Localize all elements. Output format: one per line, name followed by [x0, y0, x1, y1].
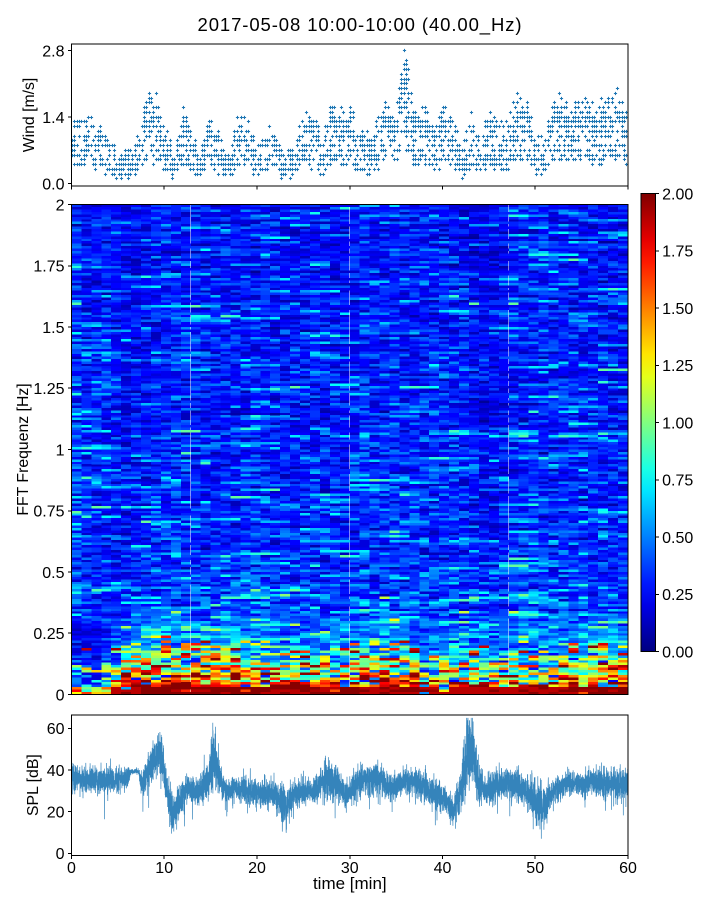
svg-text:0: 0	[67, 860, 76, 877]
svg-text:0.5: 0.5	[42, 565, 64, 582]
svg-text:1.25: 1.25	[662, 358, 693, 375]
svg-text:40: 40	[47, 763, 65, 780]
svg-text:time [min]: time [min]	[313, 874, 387, 893]
svg-text:0: 0	[56, 846, 65, 863]
svg-text:SPL [dB]: SPL [dB]	[25, 754, 42, 816]
svg-text:2017-05-08 10:00-10:00 (40.00_: 2017-05-08 10:00-10:00 (40.00_Hz)	[198, 14, 523, 36]
svg-text:20: 20	[47, 804, 65, 821]
svg-text:Wind [m/s]: Wind [m/s]	[21, 78, 38, 153]
svg-text:2.8: 2.8	[42, 44, 64, 61]
svg-text:60: 60	[47, 721, 65, 738]
svg-text:1: 1	[56, 442, 65, 459]
svg-text:1.75: 1.75	[33, 259, 64, 276]
svg-text:0.75: 0.75	[662, 473, 693, 490]
svg-text:0.25: 0.25	[33, 626, 64, 643]
svg-text:1.00: 1.00	[662, 415, 693, 432]
svg-text:0.00: 0.00	[662, 644, 693, 661]
svg-text:60: 60	[619, 860, 637, 877]
svg-text:30: 30	[341, 860, 359, 877]
svg-text:0.25: 0.25	[662, 587, 693, 604]
svg-text:10: 10	[155, 860, 173, 877]
svg-text:20: 20	[248, 860, 266, 877]
svg-text:1.75: 1.75	[662, 244, 693, 261]
svg-text:2: 2	[56, 197, 65, 214]
svg-text:0.0: 0.0	[42, 177, 64, 194]
svg-text:FFT Frequenz [Hz]: FFT Frequenz [Hz]	[15, 383, 32, 515]
svg-text:2.00: 2.00	[662, 187, 693, 204]
svg-text:0.75: 0.75	[33, 504, 64, 521]
svg-text:1.4: 1.4	[42, 110, 64, 127]
svg-text:0: 0	[56, 687, 65, 704]
svg-text:50: 50	[526, 860, 544, 877]
svg-text:1.25: 1.25	[33, 381, 64, 398]
svg-text:1.5: 1.5	[42, 320, 64, 337]
svg-text:40: 40	[434, 860, 452, 877]
svg-text:0.50: 0.50	[662, 530, 693, 547]
svg-text:1.50: 1.50	[662, 301, 693, 318]
